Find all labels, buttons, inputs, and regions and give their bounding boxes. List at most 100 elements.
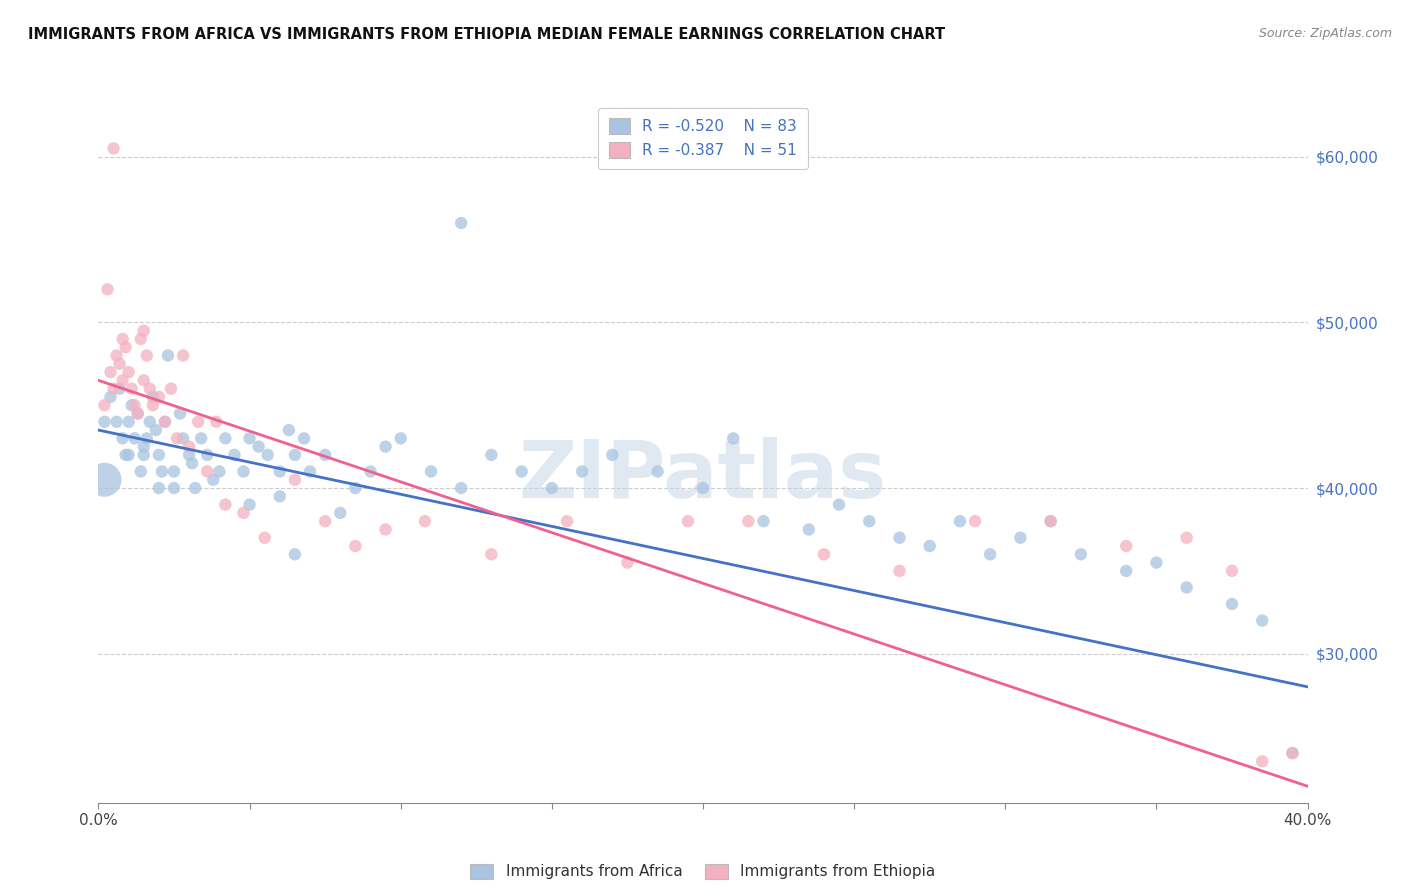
Point (723, 431, 745, 445)
Point (965, 514, 987, 528)
Point (389, 431, 412, 445)
Point (118, 365, 141, 379)
Point (232, 465, 254, 479)
Point (184, 481, 207, 495)
Point (132, 440, 155, 454)
Point (121, 382, 143, 396)
Point (253, 531, 276, 545)
Point (1175, 531, 1198, 545)
Point (187, 415, 209, 429)
Point (314, 448, 336, 462)
Point (1115, 564, 1137, 578)
Point (139, 415, 162, 429)
Point (1115, 539, 1137, 553)
Point (172, 431, 194, 445)
Point (616, 556, 638, 570)
Point (420, 465, 443, 479)
Point (202, 473, 225, 487)
Point (172, 349, 194, 363)
Point (132, 373, 155, 387)
Point (148, 448, 170, 462)
Point (413, 514, 436, 528)
Point (139, 382, 162, 396)
Point (179, 448, 201, 462)
Point (100, 390, 122, 404)
Point (555, 514, 578, 528)
Point (111, 431, 134, 445)
Point (179, 440, 201, 454)
Point (214, 431, 236, 445)
Point (156, 349, 179, 363)
Point (949, 514, 972, 528)
Point (1010, 531, 1032, 545)
Point (124, 431, 146, 445)
Point (344, 539, 367, 553)
Point (752, 514, 775, 528)
Point (1070, 547, 1092, 561)
Point (813, 547, 835, 561)
Point (166, 431, 188, 445)
Point (108, 357, 131, 371)
Point (1281, 746, 1303, 760)
Point (481, 448, 503, 462)
Point (374, 440, 396, 454)
Point (1251, 755, 1274, 769)
Point (103, 141, 125, 155)
Point (374, 523, 396, 537)
Point (135, 349, 157, 363)
Point (100, 365, 122, 379)
Point (797, 523, 820, 537)
Point (105, 415, 128, 429)
Point (114, 448, 136, 462)
Point (344, 481, 367, 495)
Point (118, 448, 141, 462)
Point (129, 465, 152, 479)
Point (153, 415, 176, 429)
Point (1220, 597, 1243, 611)
Point (510, 465, 533, 479)
Text: IMMIGRANTS FROM AFRICA VS IMMIGRANTS FROM ETHIOPIA MEDIAN FEMALE EARNINGS CORREL: IMMIGRANTS FROM AFRICA VS IMMIGRANTS FRO… (28, 27, 945, 42)
Point (889, 531, 911, 545)
Point (247, 440, 270, 454)
Point (208, 465, 231, 479)
Point (1144, 556, 1167, 570)
Point (277, 423, 299, 437)
Point (571, 465, 593, 479)
Point (127, 407, 149, 421)
Point (224, 448, 246, 462)
Point (145, 423, 167, 437)
Point (314, 514, 336, 528)
Point (239, 498, 262, 512)
Point (269, 489, 291, 503)
Point (127, 407, 149, 421)
Point (150, 465, 173, 479)
Point (103, 382, 125, 396)
Point (1281, 746, 1303, 760)
Point (190, 431, 212, 445)
Point (96, 282, 118, 296)
Point (284, 473, 307, 487)
Point (889, 564, 911, 578)
Point (1039, 514, 1062, 528)
Point (108, 382, 131, 396)
Point (142, 398, 165, 412)
Point (360, 465, 382, 479)
Point (828, 498, 851, 512)
Point (132, 324, 155, 338)
Point (232, 506, 254, 520)
Point (148, 390, 170, 404)
Point (93, 473, 115, 487)
Point (647, 465, 669, 479)
Point (105, 349, 128, 363)
Point (450, 481, 472, 495)
Point (292, 431, 315, 445)
Point (329, 506, 352, 520)
Point (111, 332, 134, 346)
Point (481, 547, 503, 561)
Text: ZIPatlas: ZIPatlas (519, 437, 887, 515)
Point (148, 481, 170, 495)
Point (93, 398, 115, 412)
Point (111, 373, 134, 387)
Point (269, 465, 291, 479)
Text: Source: ZipAtlas.com: Source: ZipAtlas.com (1258, 27, 1392, 40)
